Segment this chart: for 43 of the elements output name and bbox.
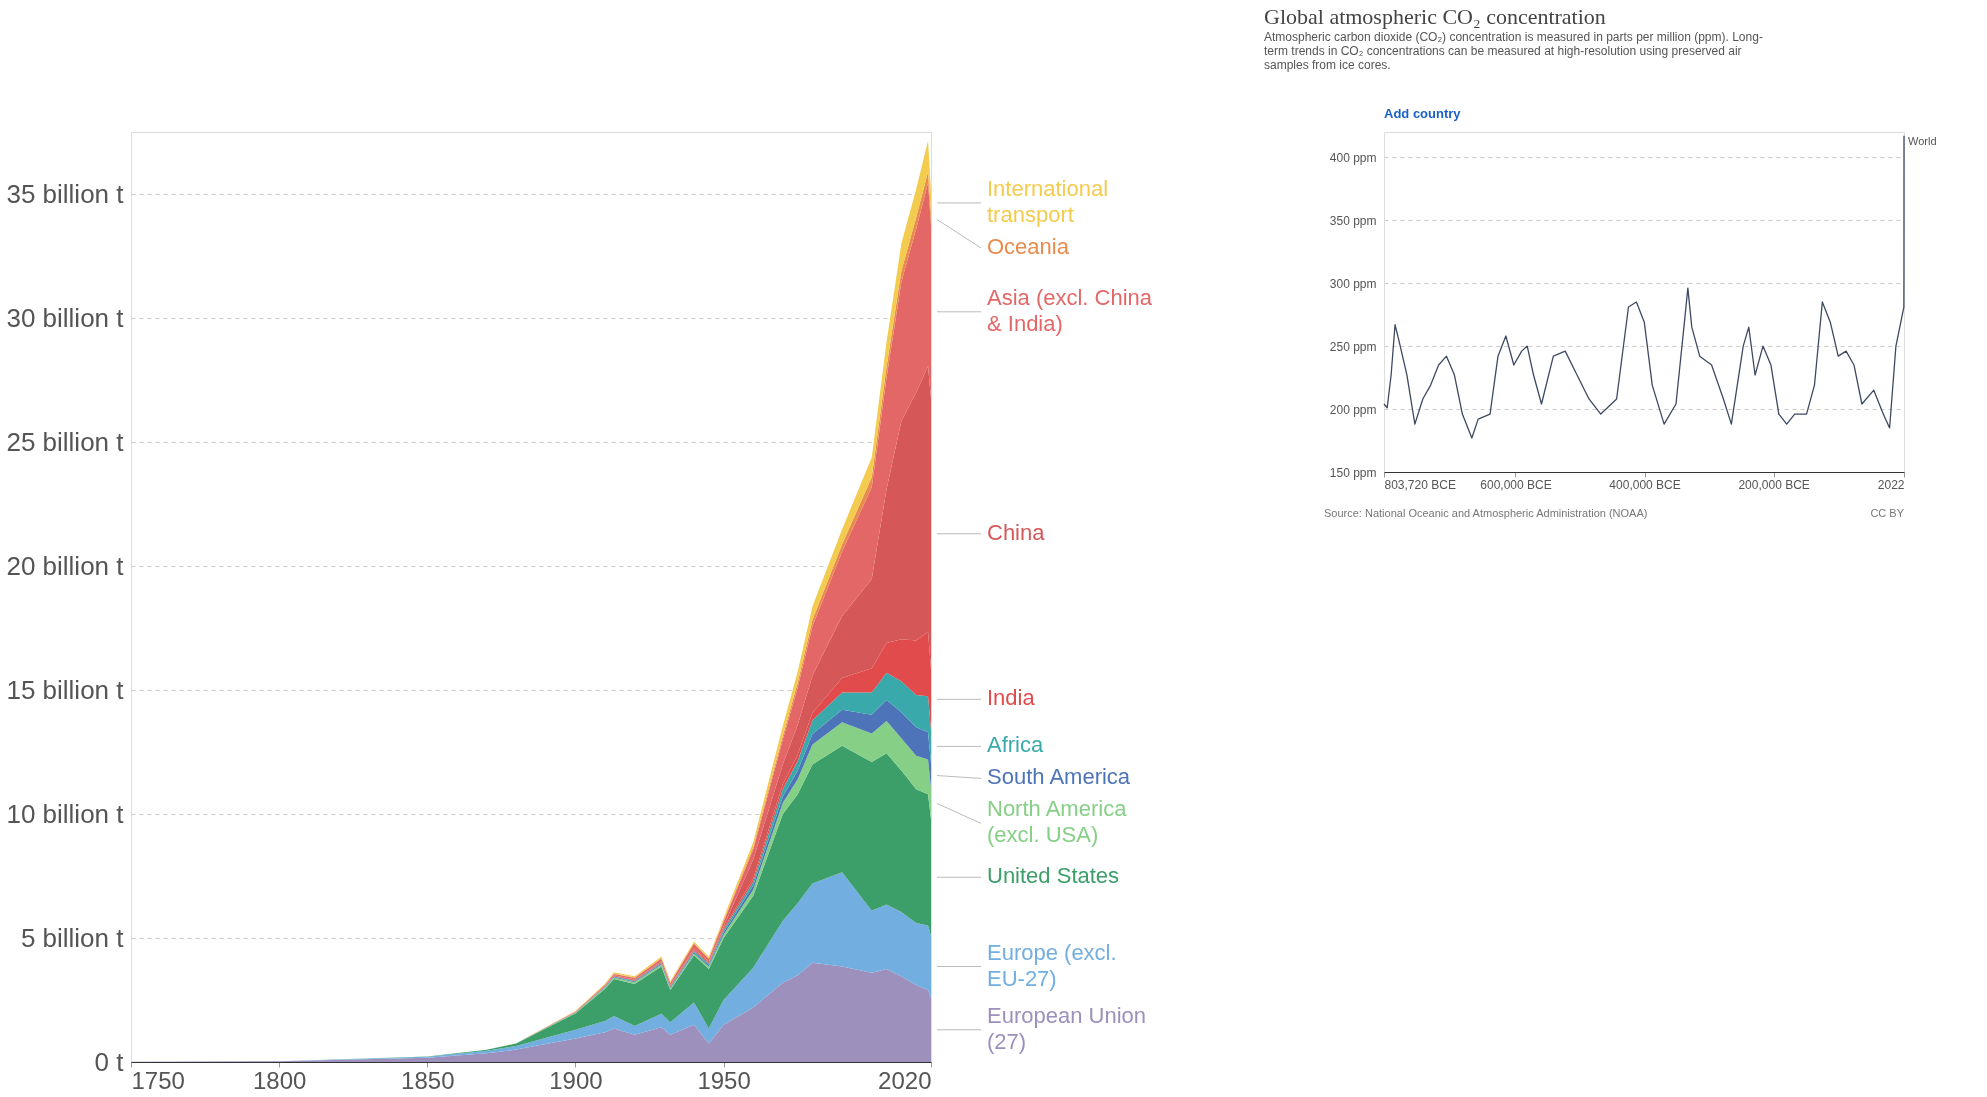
line-series: [1383, 135, 1905, 439]
text: Africa: [987, 732, 1044, 758]
x-tick-label: 200,000 BCE: [1738, 477, 1810, 492]
y-tick-label: 400 ppm: [1329, 150, 1377, 165]
y-tick-label: 25 billion t: [6, 426, 125, 457]
x-tick-label: 400,000 BCE: [1609, 477, 1681, 492]
text: Asia (excl. China & India): [987, 284, 1153, 336]
text: South America: [987, 764, 1131, 790]
text: India: [987, 685, 1036, 711]
y-tick-label: 250 ppm: [1329, 339, 1377, 354]
x-tick-label: 1750: [131, 1066, 185, 1094]
y-tick-label: 300 ppm: [1329, 276, 1377, 291]
x-tick-label: 2020: [878, 1066, 932, 1094]
x-tick-label: 2022: [1877, 477, 1905, 492]
y-tick-label: 150 ppm: [1329, 465, 1377, 480]
y-tick-label: 30 billion t: [6, 302, 125, 333]
text: China: [987, 519, 1046, 545]
source-note: Source: National Oceanic and Atmospheric Administration (NOAA): [1324, 507, 1648, 519]
x-tick-label: 1900: [549, 1066, 603, 1094]
text: European Union (27): [987, 1002, 1147, 1054]
y-tick-label: 15 billion t: [6, 674, 125, 705]
text: North America (excl. USA): [987, 796, 1128, 848]
text: International transport: [987, 175, 1109, 227]
x-tick-label: 1950: [697, 1066, 751, 1094]
y-tick-label: 200 ppm: [1329, 402, 1377, 417]
x-tick-label: 1850: [401, 1066, 455, 1094]
text: Europe (excl. EU-27): [987, 939, 1117, 991]
y-tick-label: 0 t: [94, 1046, 125, 1077]
y-tick-label: 10 billion t: [6, 798, 125, 829]
text: United States: [987, 863, 1120, 889]
text: Oceania: [987, 233, 1070, 259]
series-label: World: [1908, 134, 1937, 147]
y-tick-label: 35 billion t: [6, 178, 125, 209]
y-tick-label: 350 ppm: [1329, 213, 1377, 228]
x-tick-label: 600,000 BCE: [1480, 477, 1552, 492]
y-tick-label: 5 billion t: [20, 922, 125, 953]
x-tick-label: 803,720 BCE: [1384, 477, 1456, 492]
chart-title: Global atmospheric CO₂ concentration: [1264, 4, 1606, 29]
text: CC BY: [1870, 507, 1905, 519]
y-tick-label: 20 billion t: [6, 550, 125, 581]
text: Add country: [1384, 106, 1462, 121]
chart-subtitle: Atmospheric carbon dioxide (CO₂) concentration is measured in parts per million (ppm). Long-term trends in CO₂ concentrations can be measured at high-resolution using preserved air samples from ice cores.: [1264, 30, 1763, 72]
x-tick-label: 1800: [252, 1066, 307, 1094]
